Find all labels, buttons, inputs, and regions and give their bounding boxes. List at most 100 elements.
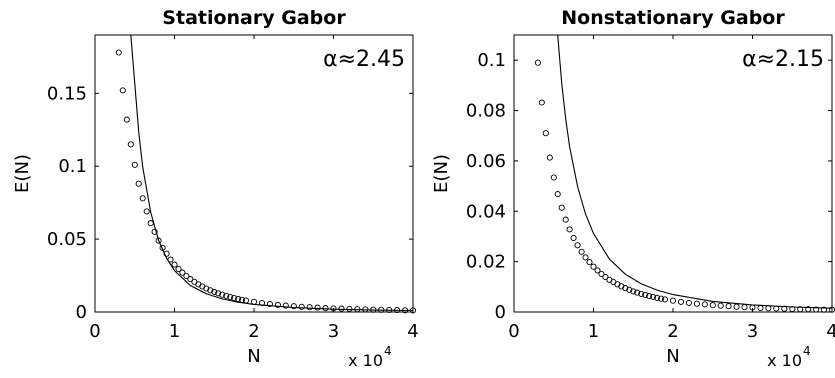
data-point-marker bbox=[789, 305, 796, 313]
data-point-marker bbox=[171, 261, 178, 268]
data-point-marker bbox=[820, 306, 828, 313]
alpha-annotation: α≈2.45 bbox=[323, 47, 405, 72]
data-point-marker bbox=[701, 301, 708, 308]
data-point-marker bbox=[566, 226, 573, 233]
data-point-marker bbox=[590, 263, 597, 270]
data-point-marker bbox=[725, 303, 732, 310]
x-tick-label: 3 bbox=[747, 321, 758, 342]
data-point-marker bbox=[578, 248, 585, 255]
y-tick-label: 0.08 bbox=[466, 101, 506, 122]
data-point-marker bbox=[733, 303, 740, 310]
data-point-marker bbox=[630, 288, 637, 295]
data-point-marker bbox=[139, 195, 146, 202]
y-tick-label: 0.06 bbox=[466, 151, 506, 172]
fit-curve-line bbox=[557, 35, 832, 309]
data-point-marker bbox=[290, 303, 297, 310]
data-point-marker bbox=[175, 265, 182, 273]
data-point-marker bbox=[219, 291, 226, 298]
data-point-marker bbox=[646, 293, 653, 300]
data-point-marker bbox=[231, 294, 238, 302]
data-point-marker bbox=[677, 298, 685, 305]
data-point-marker bbox=[215, 290, 222, 297]
x-axis-multiplier: x 10 bbox=[348, 351, 383, 370]
data-point-marker bbox=[685, 299, 692, 306]
data-point-marker bbox=[338, 305, 345, 312]
data-point-marker bbox=[151, 228, 158, 235]
data-point-marker bbox=[282, 302, 289, 309]
data-point-marker bbox=[207, 287, 214, 294]
x-tick-label: 0 bbox=[89, 321, 100, 342]
data-point-marker bbox=[135, 180, 142, 187]
data-point-marker bbox=[594, 267, 601, 274]
data-point-marker bbox=[534, 59, 541, 66]
data-point-marker bbox=[650, 293, 657, 300]
data-point-marker bbox=[797, 306, 804, 313]
x-tick-label: 2 bbox=[667, 321, 678, 342]
y-axis-label: E(N) bbox=[431, 154, 452, 193]
data-point-marker bbox=[574, 242, 581, 249]
data-point-marker bbox=[330, 305, 337, 312]
fit-curve-line bbox=[130, 35, 413, 312]
data-point-marker bbox=[266, 300, 273, 308]
data-point-marker bbox=[211, 288, 218, 295]
y-axis-label: E(N) bbox=[12, 154, 33, 193]
data-point-marker bbox=[669, 297, 677, 304]
x-tick-label: 1 bbox=[588, 321, 599, 342]
data-point-marker bbox=[542, 130, 549, 137]
data-point-marker bbox=[717, 302, 724, 309]
y-tick-label: 0.04 bbox=[466, 201, 506, 222]
data-point-marker bbox=[346, 305, 353, 312]
data-point-marker bbox=[123, 116, 130, 123]
y-tick-label: 0 bbox=[495, 302, 506, 323]
data-point-marker bbox=[709, 302, 716, 309]
data-point-marker bbox=[562, 216, 569, 223]
data-point-marker bbox=[179, 269, 186, 276]
y-tick-label: 0 bbox=[76, 302, 87, 323]
data-point-marker bbox=[115, 49, 122, 56]
data-point-marker bbox=[570, 234, 577, 242]
data-point-marker bbox=[638, 290, 645, 297]
y-tick-label: 0.15 bbox=[47, 83, 87, 104]
x-tick-label: 0 bbox=[508, 321, 519, 342]
data-point-marker bbox=[813, 306, 820, 313]
data-point-marker bbox=[131, 161, 138, 168]
data-point-marker bbox=[155, 237, 162, 244]
data-point-marker bbox=[634, 289, 641, 296]
data-point-marker bbox=[127, 141, 134, 148]
data-point-marker bbox=[235, 295, 242, 302]
data-point-marker bbox=[258, 299, 266, 307]
chart-title: Stationary Gabor bbox=[162, 7, 346, 29]
data-point-marker bbox=[626, 286, 633, 293]
data-point-marker bbox=[183, 272, 190, 280]
data-point-marker bbox=[223, 292, 230, 299]
data-point-marker bbox=[143, 208, 150, 215]
data-point-marker bbox=[306, 304, 313, 311]
plot-area-frame bbox=[94, 34, 414, 313]
data-point-marker bbox=[805, 306, 812, 313]
y-tick-label: 0.1 bbox=[477, 50, 506, 71]
data-point-marker bbox=[538, 99, 545, 106]
data-point-marker bbox=[586, 259, 593, 266]
data-point-marker bbox=[274, 301, 281, 308]
data-point-marker bbox=[147, 220, 154, 227]
x-tick-label: 3 bbox=[328, 321, 339, 342]
x-tick-label: 4 bbox=[826, 321, 835, 342]
data-point-marker bbox=[227, 293, 234, 301]
data-point-marker bbox=[642, 291, 649, 298]
data-point-marker bbox=[602, 273, 609, 281]
x-axis-label: N bbox=[247, 346, 260, 367]
x-axis-multiplier: x 10 bbox=[767, 351, 802, 370]
y-tick-label: 0.02 bbox=[466, 252, 506, 273]
data-point-marker bbox=[757, 304, 764, 312]
panel-nonstationary-gabor: 0 1 2 3 4 0 0.02 0.04 0.06 0.08 0.1 Nonstationary G… bbox=[431, 7, 835, 370]
data-point-marker bbox=[661, 296, 669, 303]
y-tick-label: 0.05 bbox=[47, 229, 87, 250]
data-point-marker bbox=[582, 254, 589, 261]
data-point-marker bbox=[658, 295, 665, 302]
x-axis-multiplier-exponent: 4 bbox=[384, 344, 392, 358]
x-axis-multiplier-exponent: 4 bbox=[803, 344, 811, 358]
data-point-marker bbox=[546, 154, 553, 161]
chart-title: Nonstationary Gabor bbox=[561, 7, 785, 29]
